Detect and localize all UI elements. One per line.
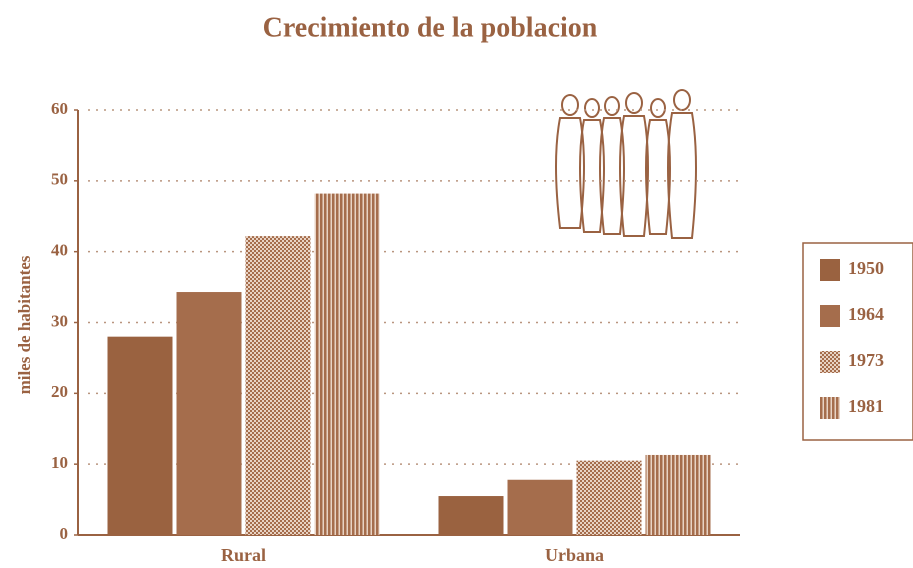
bar [108, 337, 173, 535]
legend-swatch [820, 351, 840, 373]
y-tick-label: 30 [51, 311, 68, 330]
legend-label: 1981 [848, 396, 884, 416]
y-tick-label: 0 [60, 524, 69, 543]
bar [177, 292, 242, 535]
x-tick-label: Urbana [545, 545, 604, 565]
y-tick-label: 40 [51, 241, 68, 260]
y-tick-label: 20 [51, 382, 68, 401]
x-tick-label: Rural [221, 545, 266, 565]
people-illustration [556, 90, 696, 238]
y-axis-label: miles de habitantes [15, 255, 34, 394]
chart-title: Crecimiento de la poblacion [263, 12, 598, 43]
bar [315, 194, 380, 535]
legend-swatch [820, 397, 840, 419]
bar [439, 496, 504, 535]
legend-swatch [820, 259, 840, 281]
bar [508, 480, 573, 535]
y-tick-label: 60 [51, 99, 68, 118]
chart: Crecimiento de la poblacion miles de hab… [0, 0, 913, 568]
bar [246, 236, 311, 535]
legend-swatch [820, 305, 840, 327]
y-tick-label: 50 [51, 170, 68, 189]
bar [646, 455, 711, 535]
legend-label: 1973 [848, 350, 884, 370]
legend-label: 1964 [848, 304, 884, 324]
bar [577, 461, 642, 535]
legend-label: 1950 [848, 258, 884, 278]
y-tick-label: 10 [51, 453, 68, 472]
